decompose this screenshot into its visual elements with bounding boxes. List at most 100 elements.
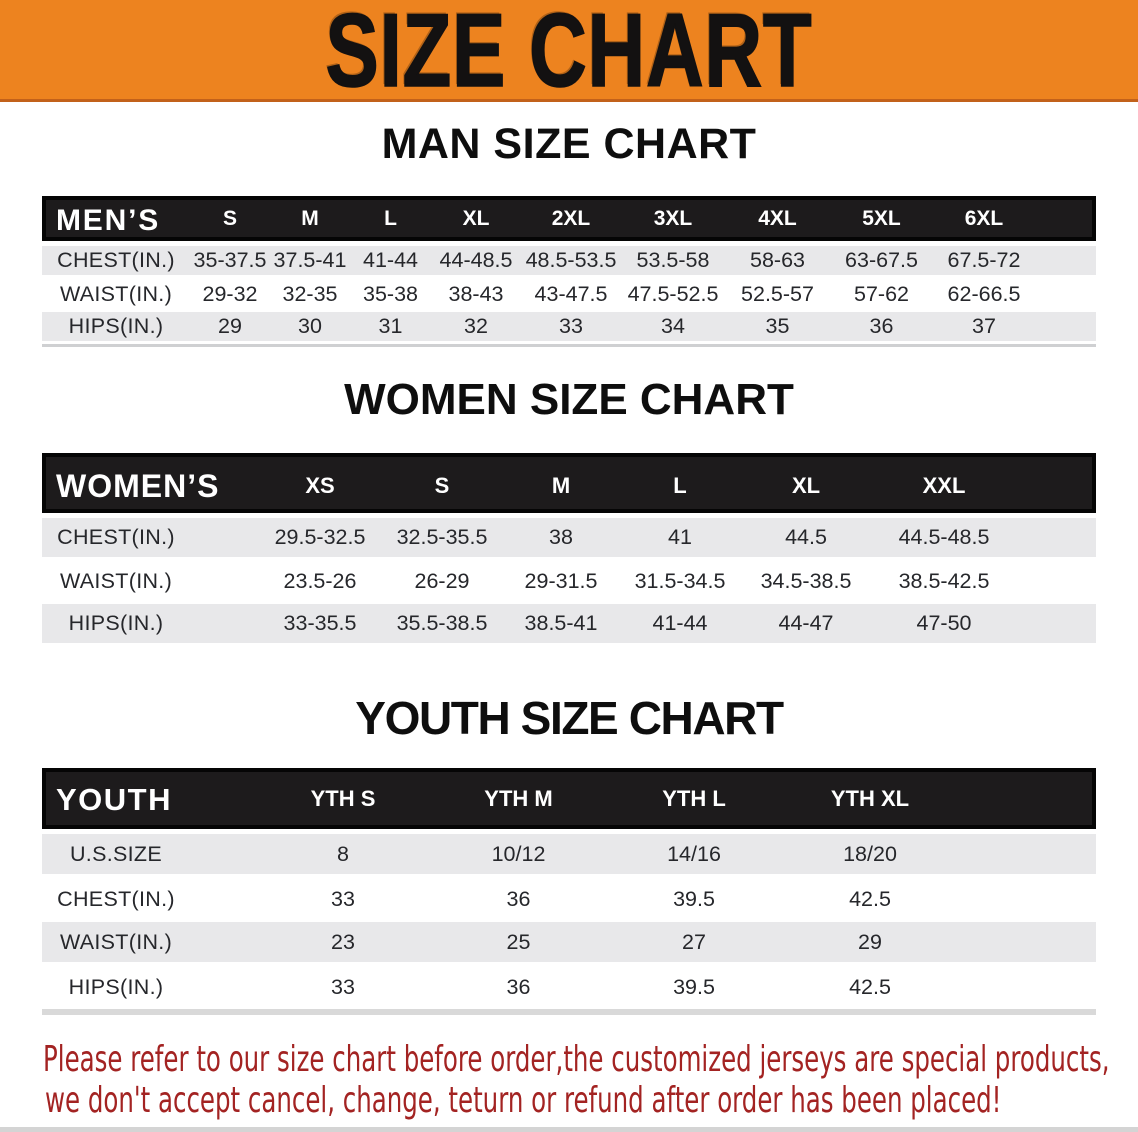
row-spacer [958,965,1096,1009]
row-label: WAIST(IN.) [59,282,173,306]
size-value-cell: 8 [255,833,431,877]
size-value-cell: 25 [431,921,606,965]
row-spacer [958,877,1096,921]
youth-column-header: YTH S [310,785,376,811]
size-value-cell: 14/16 [606,833,782,877]
banner: SIZE CHART [0,0,1138,104]
men-column-header: 6XL [964,206,1004,230]
size-value-cell: 29.5-32.5 [258,517,382,560]
size-value-cell: 33 [331,974,355,999]
women-row-waist: WAIST(IN.) 23.5-26 26-29 29-31.5 31.5-34… [42,560,1096,603]
size-value-cell: 23.5-26 [283,569,357,593]
disclaimer-line-1: Please refer to our size chart before or… [43,1039,1110,1080]
size-value-cell: 44-48.5 [431,245,521,278]
women-column-header: S [434,473,450,498]
size-value-cell: 44.5-48.5 [872,517,1016,560]
size-value-cell: 30 [270,311,350,344]
row-label: CHEST(IN.) [42,245,190,278]
size-value-cell: 44.5 [740,517,872,560]
size-value-cell: 34.5-38.5 [760,569,852,593]
size-value-cell: 32-35 [282,282,338,306]
youth-row-ussize: U.S.SIZE 8 10/12 14/16 18/20 [42,833,1096,877]
youth-row-hips: HIPS(IN.) 33 36 39.5 42.5 [42,965,1096,1009]
men-column-header: XL [462,206,490,230]
size-value-cell: 53.5-58 [621,245,725,278]
size-value-cell: 38.5-42.5 [898,569,990,593]
size-value-cell: 23 [255,921,431,965]
size-value-cell: 62-66.5 [947,282,1021,306]
size-value-cell: 36 [830,311,933,344]
size-value-cell: 67.5-72 [933,245,1035,278]
women-group-label: WOMEN’S [56,468,220,504]
size-value-cell: 33-35.5 [258,603,382,646]
size-value-cell: 42.5 [849,886,891,911]
size-value-cell: 29-31.5 [524,569,598,593]
row-label: HIPS(IN.) [42,603,258,646]
youth-column-header: YTH L [662,785,726,811]
youth-row-waist: WAIST(IN.) 23 25 27 29 [42,921,1096,965]
size-value-cell: 35.5-38.5 [382,603,502,646]
women-column-header: XXL [922,473,966,498]
row-label: U.S.SIZE [42,833,255,877]
page-bottom-strip [0,1127,1138,1132]
youth-column-header: YTH XL [830,785,910,811]
men-header-row: MEN’S S M L XL 2XL 3XL 4XL 5XL 6XL [42,196,1096,241]
size-value-cell: 41-44 [350,245,431,278]
header-gap-row [42,829,1096,833]
size-value-cell: 42.5 [849,974,891,999]
size-value-cell: 18/20 [782,833,958,877]
size-value-cell: 57-62 [854,282,909,306]
size-value-cell: 44-47 [740,603,872,646]
size-value-cell: 63-67.5 [830,245,933,278]
size-value-cell: 41-44 [620,603,740,646]
heading-youth-size-chart: YOUTH SIZE CHART [355,692,784,744]
size-value-cell: 32.5-35.5 [382,517,502,560]
youth-size-table: YOUTH YTH S YTH M YTH L YTH XL U.S.SIZE … [42,768,1096,1009]
row-label: CHEST(IN.) [42,517,258,560]
women-column-header: XS [305,473,335,498]
row-label: HIPS(IN.) [68,974,164,999]
heading-women-size-chart: WOMEN SIZE CHART [344,375,794,424]
size-value-cell: 47.5-52.5 [627,282,719,306]
size-value-cell: 29 [190,311,270,344]
youth-header-row: YOUTH YTH S YTH M YTH L YTH XL [42,768,1096,829]
youth-table-bottom-line [42,1009,1096,1015]
header-gap-row [42,241,1096,245]
women-header-row: WOMEN’S XS S M L XL XXL [42,453,1096,513]
size-value-cell: 33 [521,311,621,344]
size-value-cell: 27 [606,921,782,965]
size-value-cell: 52.5-57 [741,282,814,306]
row-spacer [1035,278,1096,311]
women-column-header: L [673,473,687,498]
size-value-cell: 38-43 [448,282,504,306]
header-gap-row [42,513,1096,517]
size-value-cell: 39.5 [673,974,715,999]
size-value-cell: 32 [431,311,521,344]
row-spacer [1016,603,1096,646]
men-table-bottom-line [42,344,1096,347]
men-column-header: S [222,206,237,230]
size-value-cell: 35-38 [363,282,418,306]
women-header-spacer [1016,453,1096,513]
size-value-cell: 31 [350,311,431,344]
size-value-cell: 48.5-53.5 [521,245,621,278]
size-value-cell: 26-29 [414,569,470,593]
men-column-header: 5XL [862,206,901,230]
size-value-cell: 38.5-41 [502,603,620,646]
size-value-cell: 29 [782,921,958,965]
size-value-cell: 34 [621,311,725,344]
men-column-header: M [301,206,319,230]
size-value-cell: 41 [620,517,740,560]
size-value-cell: 37.5-41 [270,245,350,278]
row-spacer [1035,311,1096,344]
size-value-cell: 38 [502,517,620,560]
row-label: HIPS(IN.) [42,311,190,344]
women-row-hips: HIPS(IN.) 33-35.5 35.5-38.5 38.5-41 41-4… [42,603,1096,646]
size-value-cell: 36 [506,974,531,999]
disclaimer-line-2: we don't accept cancel, change, teturn o… [45,1080,1002,1121]
women-column-header: XL [791,473,821,498]
youth-column-header: YTH M [484,785,553,811]
size-value-cell: 39.5 [673,886,715,911]
row-spacer [958,833,1096,877]
